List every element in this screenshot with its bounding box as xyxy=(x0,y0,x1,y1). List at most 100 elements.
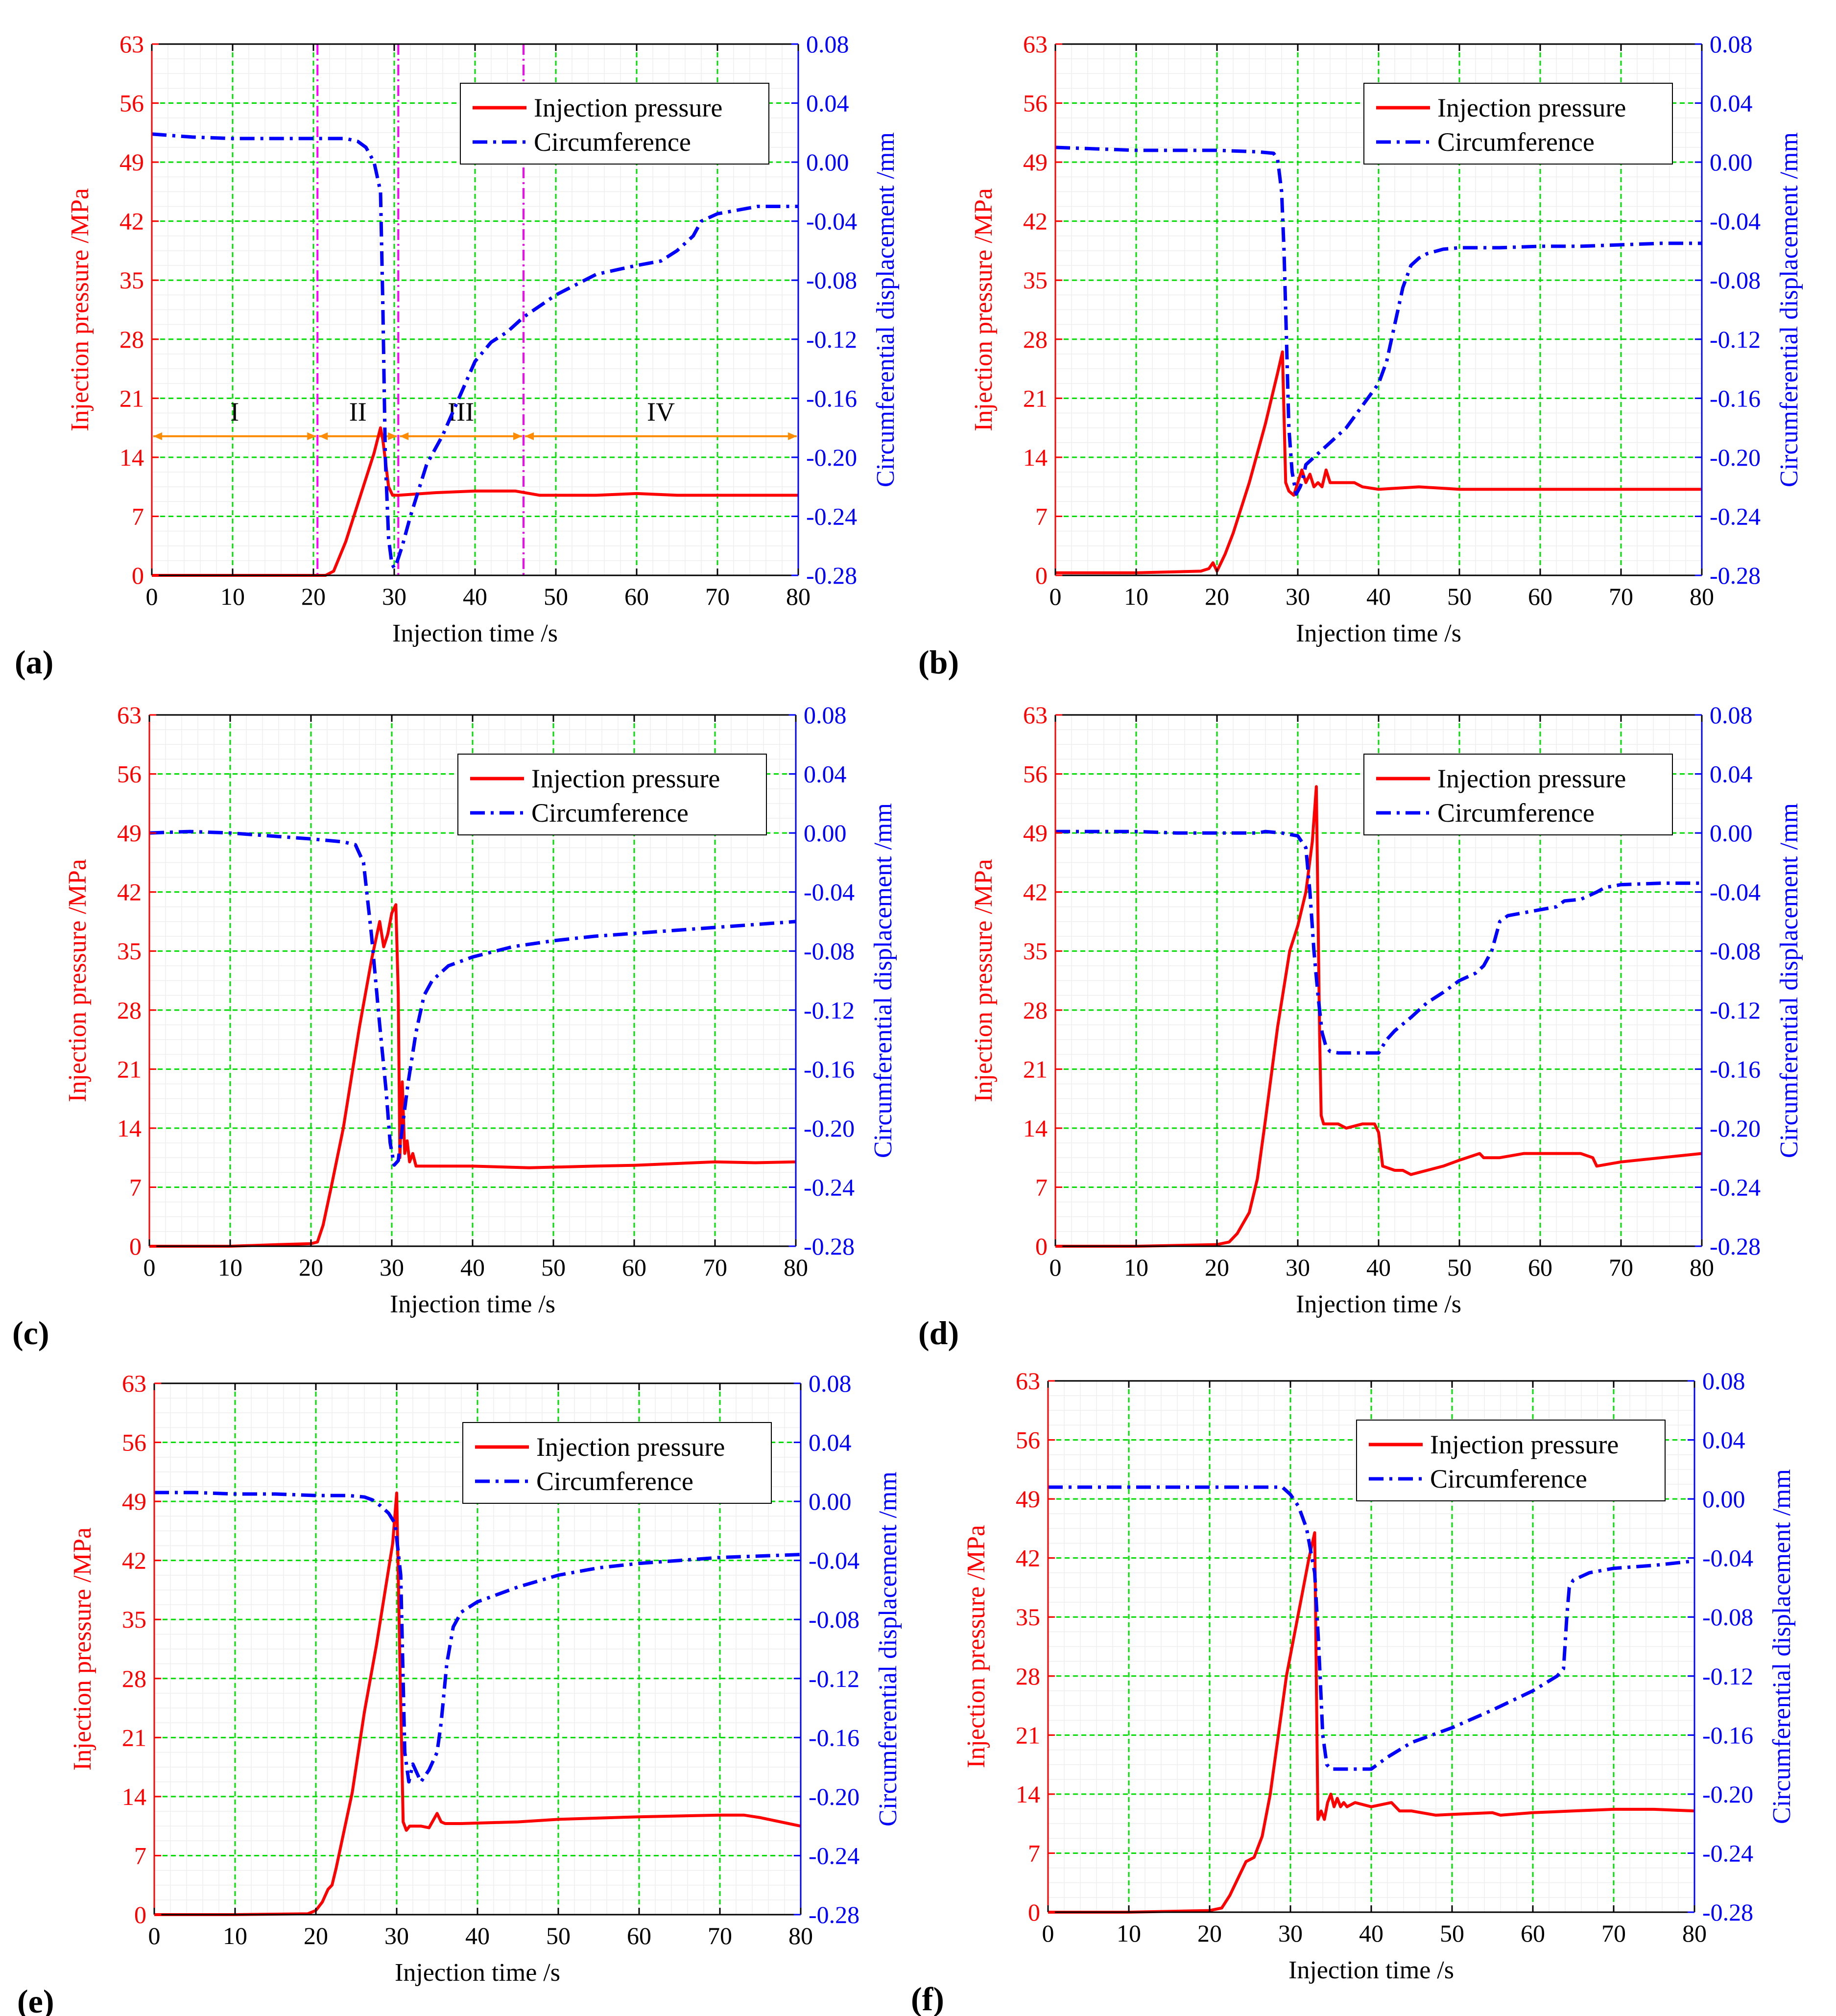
y-tick-label: 49 xyxy=(122,1488,146,1515)
y-tick-label: 0 xyxy=(1035,562,1048,589)
y-tick-label: 49 xyxy=(119,148,144,176)
y2-tick-label: -0.28 xyxy=(804,1233,855,1260)
pressure-series-line xyxy=(1055,350,1702,574)
y2-axis-title: Circumferential displacement /mm xyxy=(1775,132,1803,487)
y-tick-label: 63 xyxy=(119,30,144,58)
y2-tick-label: -0.08 xyxy=(1710,266,1761,294)
y2-tick-label: 0.04 xyxy=(1710,760,1753,788)
x-tick-label: 70 xyxy=(1609,583,1633,610)
y2-tick-label: 0.08 xyxy=(806,30,849,58)
y-tick-label: 7 xyxy=(1028,1839,1040,1867)
y-tick-label: 14 xyxy=(1023,1115,1048,1142)
y-tick-label: 28 xyxy=(1016,1662,1040,1690)
y-axis-title: Injection pressure /MPa xyxy=(64,859,92,1102)
y2-tick-label: -0.12 xyxy=(806,326,857,353)
y2-tick-label: -0.24 xyxy=(1710,502,1761,530)
legend: Injection pressure Circumference xyxy=(460,83,769,165)
y2-tick-label: 0.04 xyxy=(806,90,849,117)
y-axis-title: Injection pressure /MPa xyxy=(66,188,94,431)
y2-tick-label: 0.08 xyxy=(809,1370,852,1397)
x-tick-label: 60 xyxy=(1528,583,1552,610)
legend-label-pressure: Injection pressure xyxy=(1430,1430,1619,1459)
y2-axis-title: Circumferential displacement /mm xyxy=(869,803,897,1158)
y-tick-label: 35 xyxy=(122,1606,146,1633)
y-axis-title: Injection pressure /MPa xyxy=(970,859,998,1102)
x-axis-title: Injection time /s xyxy=(390,1290,555,1318)
stage-label-II: II xyxy=(349,397,367,427)
x-tick-label: 70 xyxy=(703,1254,727,1281)
legend-label-circumference: Circumference xyxy=(536,1467,693,1496)
x-tick-label: 40 xyxy=(465,1922,490,1949)
stage-arrowhead-left xyxy=(153,432,162,440)
y-tick-label: 28 xyxy=(119,326,144,353)
y-tick-label: 7 xyxy=(132,502,144,530)
x-tick-label: 80 xyxy=(1690,583,1714,610)
x-tick-label: 80 xyxy=(1682,1920,1707,1947)
legend-label-circumference: Circumference xyxy=(534,127,691,157)
chart-panel-2: 0 10 20 30 40 50 60 70 80 0 7 14 21 28 35 42 49 56 63 -0.28… xyxy=(918,30,1803,681)
major-grid xyxy=(154,1383,801,1915)
x-tick-label: 40 xyxy=(1366,583,1391,610)
legend-label-circumference: Circumference xyxy=(1437,127,1595,157)
x-tick-label: 10 xyxy=(1124,583,1148,610)
y2-axis-title: Circumferential displacement /mm xyxy=(874,1471,902,1826)
y2-tick-label: -0.04 xyxy=(809,1547,859,1574)
x-tick-label: 70 xyxy=(1609,1254,1633,1281)
stage-arrowhead-right xyxy=(307,432,316,440)
x-tick-label: 30 xyxy=(1286,1254,1310,1281)
y-tick-label: 42 xyxy=(122,1547,146,1574)
y-tick-label: 49 xyxy=(1016,1485,1040,1513)
x-tick-label: 30 xyxy=(1278,1920,1303,1947)
y-tick-label: 14 xyxy=(1016,1780,1040,1808)
y2-tick-label: -0.20 xyxy=(806,444,857,471)
y-axis-title: Injection pressure /MPa xyxy=(970,188,998,431)
x-tick-label: 20 xyxy=(299,1254,323,1281)
x-tick-label: 40 xyxy=(460,1254,485,1281)
y2-tick-label: -0.20 xyxy=(809,1783,859,1810)
y-tick-label: 35 xyxy=(117,937,142,965)
legend: Injection pressure Circumference xyxy=(1363,754,1673,835)
circumference-series-line xyxy=(1055,145,1702,496)
y-tick-label: 21 xyxy=(117,1055,142,1083)
y-tick-label: 7 xyxy=(129,1173,142,1201)
y2-tick-label: -0.08 xyxy=(1702,1603,1753,1631)
legend-label-pressure: Injection pressure xyxy=(1437,93,1626,122)
y-tick-label: 21 xyxy=(1023,1055,1048,1083)
y2-tick-label: 0.04 xyxy=(1710,90,1753,117)
x-tick-label: 30 xyxy=(382,583,406,610)
y-tick-label: 35 xyxy=(1023,266,1048,294)
y-tick-label: 0 xyxy=(1035,1233,1048,1260)
y-tick-label: 63 xyxy=(1023,30,1048,58)
y2-tick-label: 0.00 xyxy=(804,819,847,847)
stage-label-IV: IV xyxy=(647,397,675,427)
legend-box xyxy=(460,83,769,165)
y2-tick-label: -0.16 xyxy=(809,1724,859,1751)
y2-tick-label: -0.04 xyxy=(804,878,855,906)
legend-label-circumference: Circumference xyxy=(1437,798,1595,828)
x-axis-title: Injection time /s xyxy=(395,1959,560,1987)
x-tick-label: 0 xyxy=(1049,1254,1062,1281)
stage-label-III: III xyxy=(448,397,474,427)
x-axis-title: Injection time /s xyxy=(1288,1956,1454,1984)
y-tick-label: 56 xyxy=(122,1429,146,1456)
major-grid xyxy=(1048,1381,1694,1912)
y2-tick-label: -0.28 xyxy=(1710,1233,1761,1260)
x-tick-label: 0 xyxy=(1042,1920,1054,1947)
y2-tick-label: -0.16 xyxy=(804,1055,855,1083)
panel-label: (e) xyxy=(17,1983,54,2016)
legend-box xyxy=(1363,754,1673,835)
x-axis-title: Injection time /s xyxy=(1296,619,1461,647)
stage-arrowhead-left xyxy=(525,432,534,440)
x-tick-label: 50 xyxy=(1447,1254,1472,1281)
x-tick-label: 50 xyxy=(541,1254,566,1281)
pressure-series-line xyxy=(1048,1531,1695,1914)
y2-tick-label: -0.08 xyxy=(1710,937,1761,965)
y-tick-label: 28 xyxy=(1023,996,1048,1024)
y-tick-label: 35 xyxy=(1016,1603,1040,1631)
major-grid xyxy=(1055,715,1702,1246)
circumference-series-line xyxy=(1048,1485,1695,1771)
y2-tick-label: -0.08 xyxy=(809,1606,859,1633)
panel-label: (c) xyxy=(12,1314,49,1352)
x-tick-label: 40 xyxy=(1359,1920,1383,1947)
